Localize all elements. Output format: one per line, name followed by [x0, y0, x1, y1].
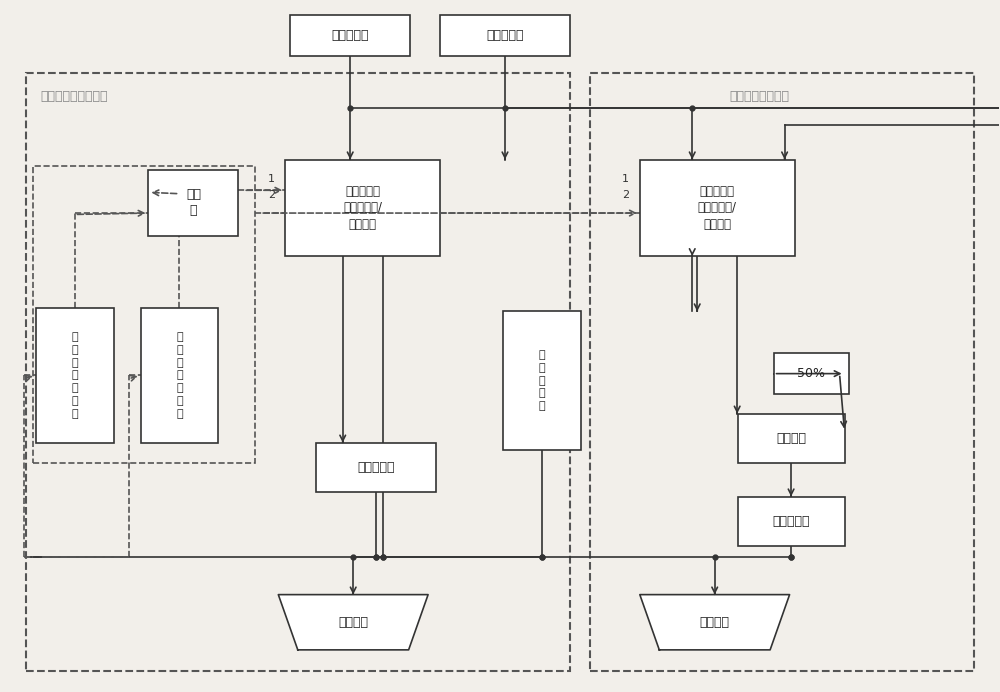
Text: 1: 1: [622, 174, 629, 184]
FancyBboxPatch shape: [738, 497, 845, 546]
FancyBboxPatch shape: [440, 15, 570, 56]
Text: 第二手操器: 第二手操器: [772, 515, 810, 528]
FancyBboxPatch shape: [36, 308, 114, 443]
Text: 变频指令: 变频指令: [700, 616, 730, 629]
Text: 大选模块: 大选模块: [776, 432, 806, 445]
FancyBboxPatch shape: [640, 160, 795, 256]
Text: 低
限
值
模
块: 低 限 值 模 块: [539, 350, 545, 411]
FancyBboxPatch shape: [290, 15, 410, 56]
Text: 逻辑
与: 逻辑 与: [186, 188, 201, 217]
Text: 第一手操器: 第一手操器: [357, 461, 395, 474]
FancyBboxPatch shape: [774, 353, 849, 394]
Text: 2: 2: [622, 190, 629, 201]
Text: 第一控制单
元（单冲量/
三冲量）: 第一控制单 元（单冲量/ 三冲量）: [343, 185, 382, 231]
FancyBboxPatch shape: [285, 160, 440, 256]
Text: 50%: 50%: [797, 367, 825, 380]
FancyBboxPatch shape: [503, 311, 581, 450]
FancyBboxPatch shape: [141, 308, 218, 443]
Text: 除氧器调阀控制系统: 除氧器调阀控制系统: [41, 91, 108, 104]
Text: 第
一
高
限
值
模
块: 第 一 高 限 值 模 块: [176, 332, 183, 419]
FancyBboxPatch shape: [148, 170, 238, 235]
FancyBboxPatch shape: [316, 443, 436, 493]
Polygon shape: [640, 594, 790, 650]
Text: 第
二
高
限
值
模
块: 第 二 高 限 值 模 块: [71, 332, 78, 419]
Text: 除氧器水位: 除氧器水位: [486, 29, 524, 42]
Text: 调阀指令: 调阀指令: [338, 616, 368, 629]
Text: 1: 1: [268, 174, 275, 184]
Text: 水位设定值: 水位设定值: [331, 29, 369, 42]
Text: 凝泵变频控制系统: 凝泵变频控制系统: [730, 91, 790, 104]
Text: 第二控制单
元（单冲量/
三冲量）: 第二控制单 元（单冲量/ 三冲量）: [698, 185, 737, 231]
FancyBboxPatch shape: [738, 414, 845, 464]
Text: 2: 2: [268, 190, 275, 201]
Polygon shape: [278, 594, 428, 650]
